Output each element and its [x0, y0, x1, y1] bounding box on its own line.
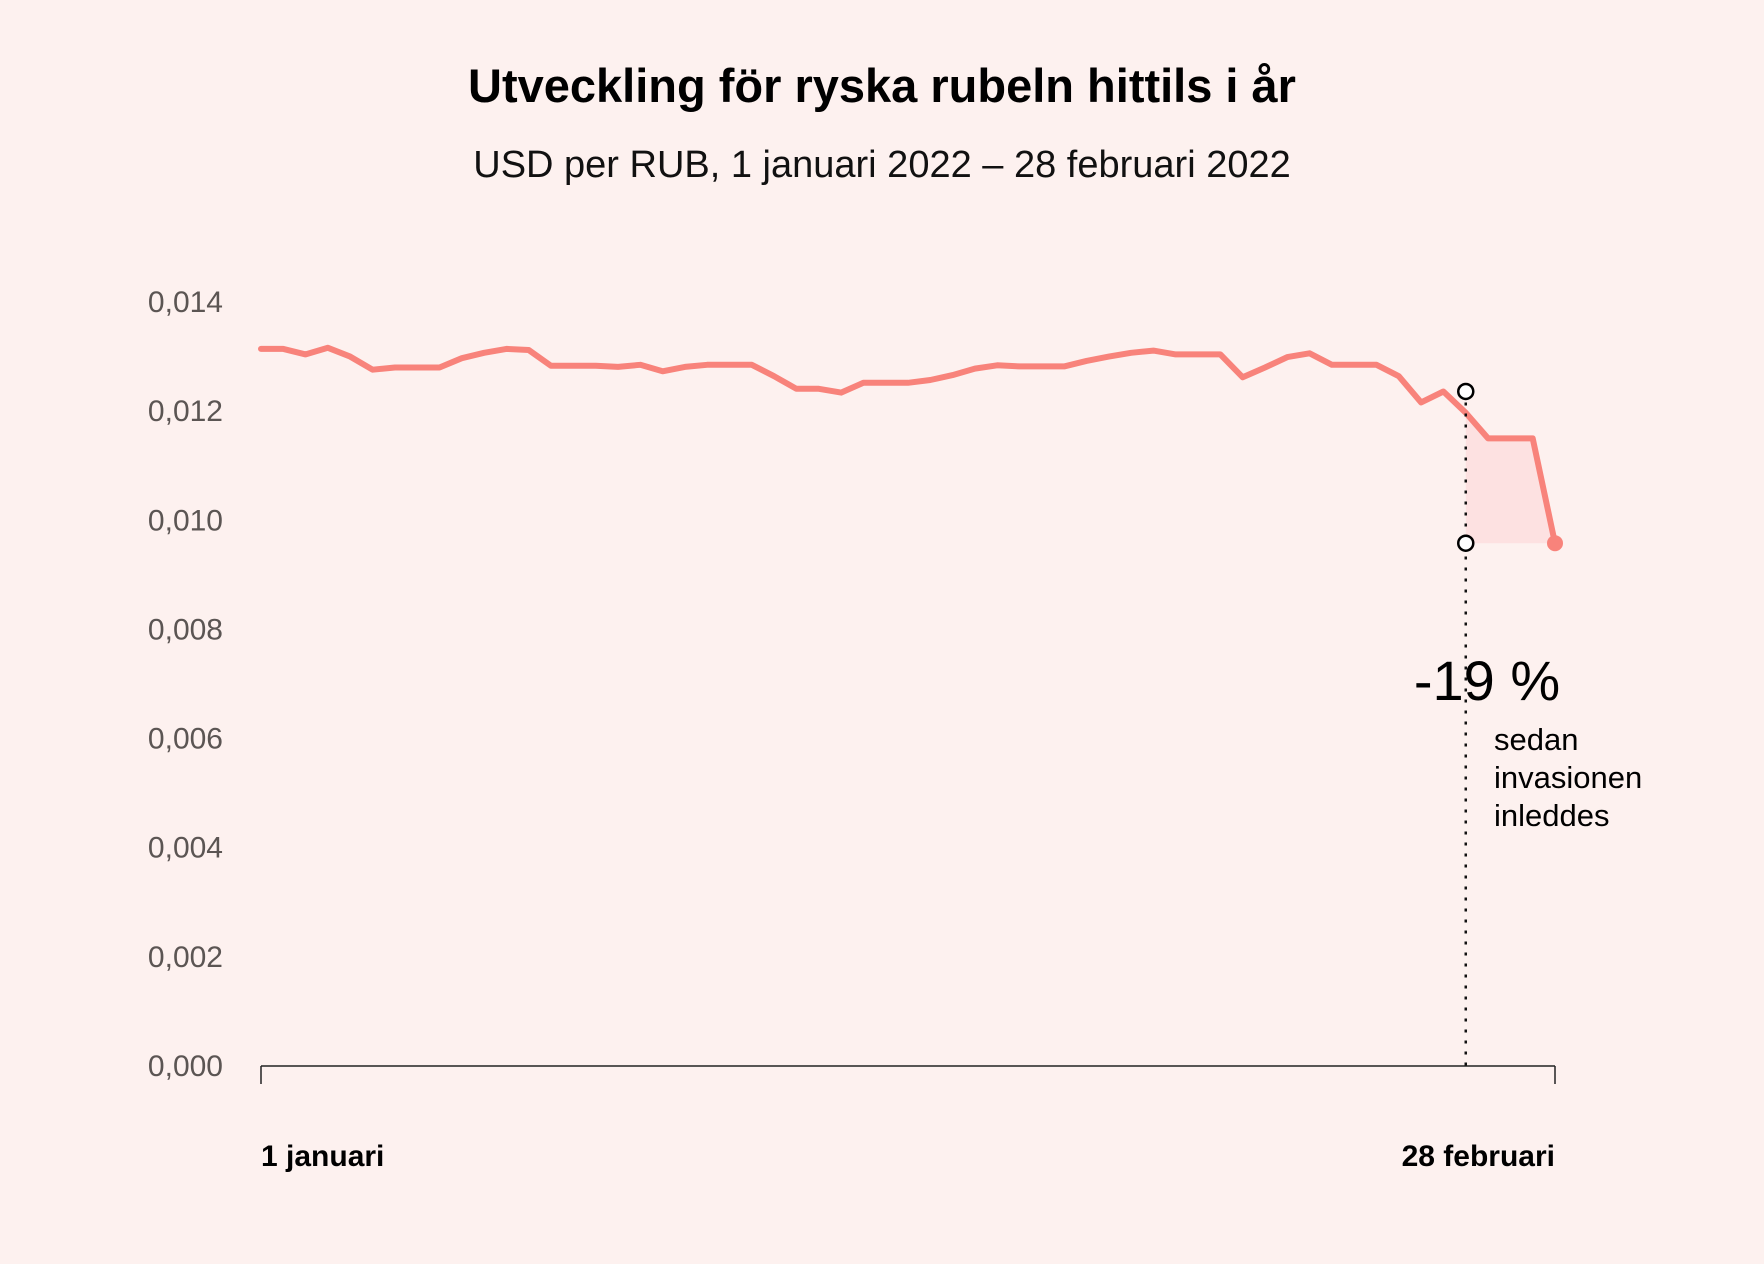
chart-subtitle: USD per RUB, 1 januari 2022 – 28 februar…	[473, 144, 1291, 186]
y-tick-label: 0,008	[148, 613, 223, 646]
x-tick-label-start: 1 januari	[261, 1140, 384, 1173]
y-tick-label: 0,010	[148, 504, 223, 537]
y-tick-label: 0,002	[148, 941, 223, 974]
x-tick-label-end: 28 februari	[1402, 1140, 1555, 1173]
y-tick-label: 0,014	[148, 286, 223, 319]
annotation-text-line: inleddes	[1494, 798, 1609, 833]
y-tick-label: 0,006	[148, 723, 223, 756]
change-value-label: -19 %	[1414, 649, 1560, 712]
y-axis: 0,000 0,002 0,004 0,006 0,008 0,010 0,012 0,014	[148, 286, 223, 1083]
y-tick-label: 0,000	[148, 1050, 223, 1083]
series-line	[258, 344, 1558, 547]
annotation-text-line: invasionen	[1494, 760, 1642, 795]
y-tick-label: 0,004	[148, 832, 223, 865]
annotation-text-line: sedan	[1494, 722, 1578, 757]
invasion-start-marker	[1457, 382, 1475, 401]
y-tick-label: 0,012	[148, 395, 223, 428]
last-point-marker	[1547, 535, 1563, 552]
current-level-marker	[1457, 534, 1475, 552]
chart-title: Utveckling för ryska rubeln hittils i år	[468, 59, 1296, 112]
